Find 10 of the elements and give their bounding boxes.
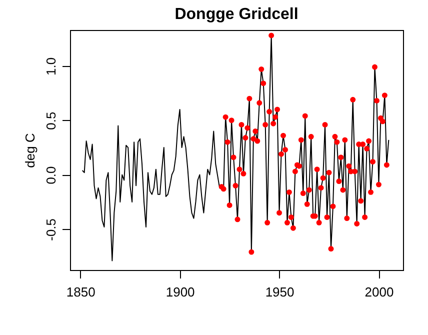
chart-title: Dongge Gridcell bbox=[174, 6, 298, 23]
x-tick-label: 1850 bbox=[66, 284, 96, 300]
x-tick-label: 1900 bbox=[166, 284, 195, 300]
y-tick-label: -0.5 bbox=[44, 218, 58, 241]
y-tick-label: 1.0 bbox=[44, 57, 58, 76]
y-tick-label: 0.5 bbox=[44, 112, 58, 130]
x-tick-label: 2000 bbox=[364, 284, 394, 300]
y-axis-title: deg C bbox=[22, 133, 38, 168]
y-tick-label: 0.0 bbox=[44, 166, 58, 184]
x-tick-label: 1950 bbox=[265, 284, 294, 300]
